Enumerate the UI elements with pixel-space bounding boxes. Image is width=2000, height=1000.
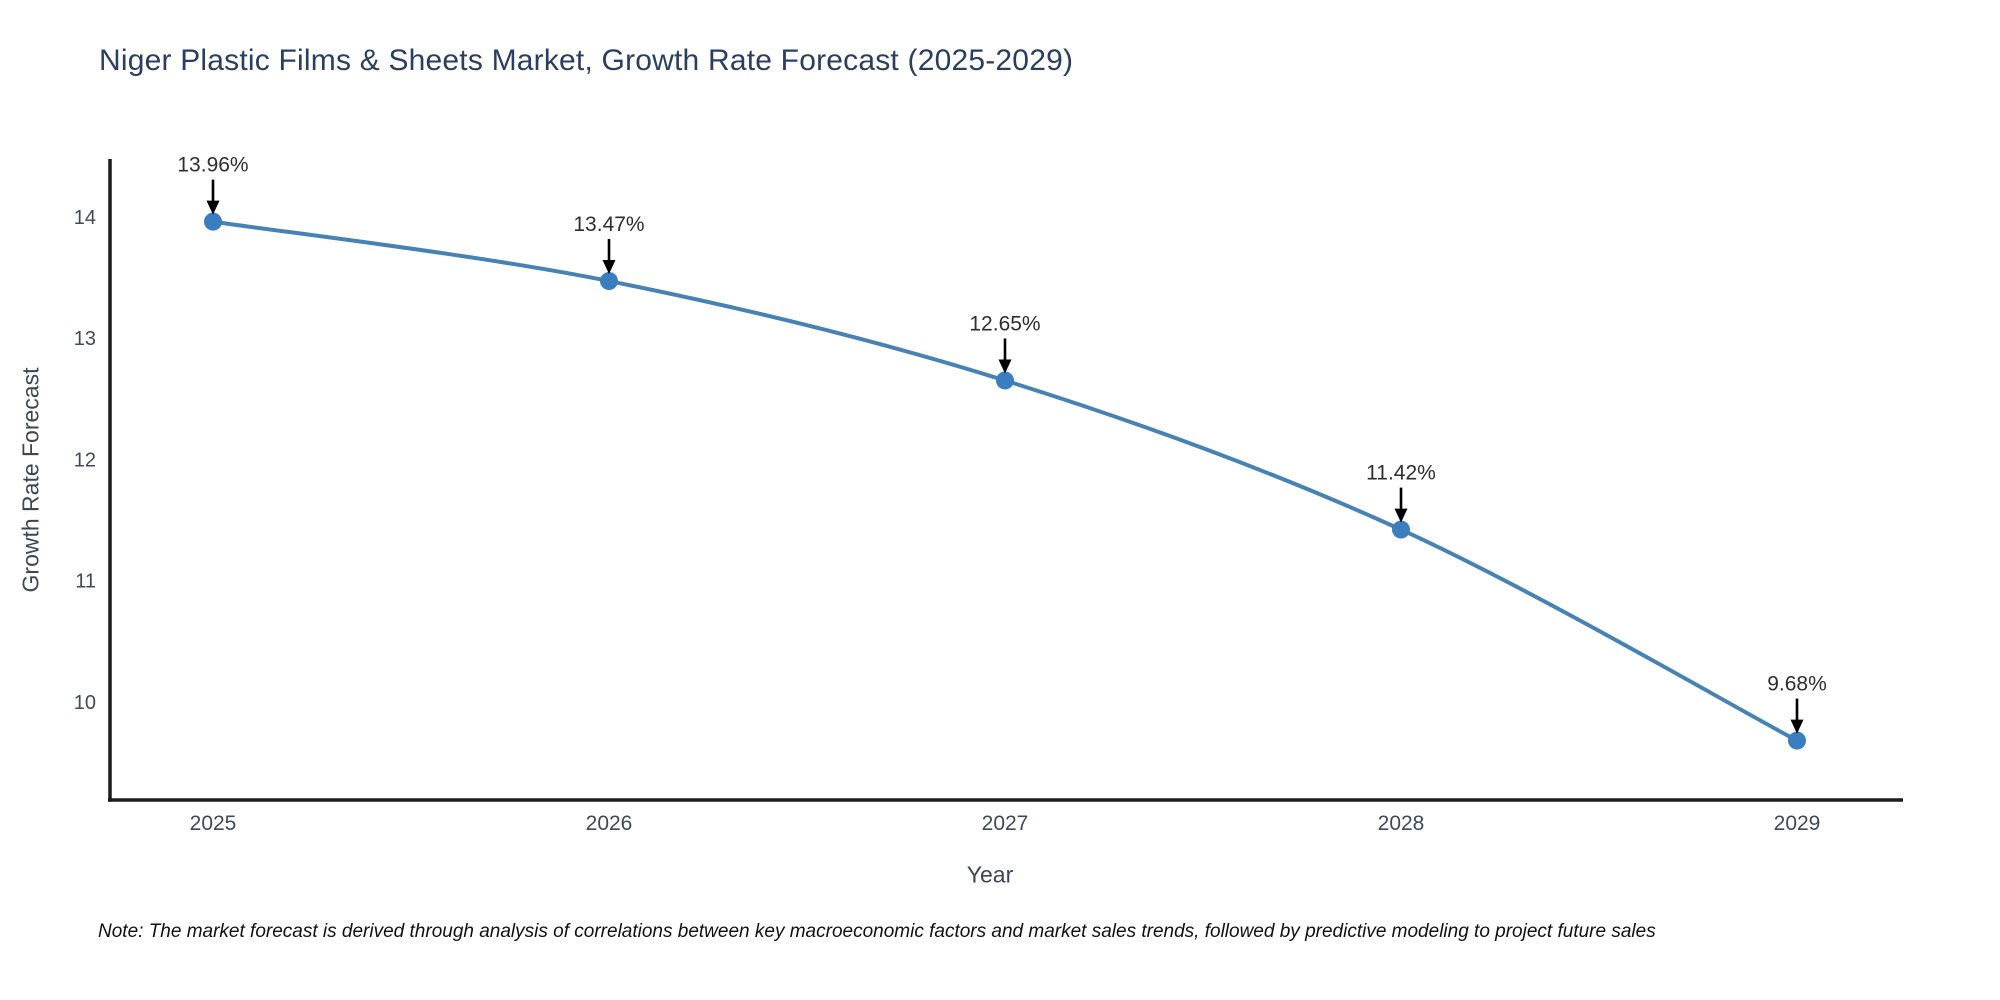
y-axis-label: Growth Rate Forecast: [17, 367, 44, 593]
data-point-2027: [996, 371, 1014, 390]
y-tick-label-10: 10: [74, 692, 96, 714]
annotation-label-2027: 12.65%: [969, 312, 1040, 335]
x-tick-label-2026: 2026: [586, 812, 633, 835]
x-axis-label: Year: [966, 861, 1014, 888]
forecast-line: [211, 219, 1799, 743]
annotation-arrowhead-2026: [602, 260, 616, 275]
chart-note: Note: The market forecast is derived thr…: [98, 921, 1656, 942]
annotation-label-2029: 9.68%: [1767, 673, 1827, 696]
x-tick-label-2025: 2025: [190, 812, 237, 835]
x-tick-label-2027: 2027: [982, 812, 1029, 835]
annotation-label-2028: 11.42%: [1366, 462, 1436, 485]
annotation-arrowhead-2028: [1394, 508, 1408, 523]
y-tick-label-11: 11: [75, 571, 96, 593]
data-point-2029: [1788, 731, 1806, 750]
data-point-2026: [600, 272, 618, 291]
x-tick-label-2029: 2029: [1774, 812, 1821, 835]
y-tick-label-13: 13: [74, 328, 96, 350]
x-tick-label-2028: 2028: [1378, 812, 1425, 835]
annotation-arrowhead-2027: [998, 359, 1012, 374]
annotation-arrowhead-2025: [206, 200, 220, 215]
y-tick-label-12: 12: [74, 449, 96, 471]
annotation-label-2026: 13.47%: [573, 213, 644, 236]
y-tick-label-14: 14: [74, 207, 96, 229]
annotation-arrowhead-2029: [1790, 719, 1804, 734]
annotation-label-2025: 13.96%: [177, 154, 248, 177]
data-point-2025: [204, 212, 222, 231]
data-point-2028: [1392, 520, 1410, 539]
chart-title: Niger Plastic Films & Sheets Market, Gro…: [99, 44, 1074, 77]
